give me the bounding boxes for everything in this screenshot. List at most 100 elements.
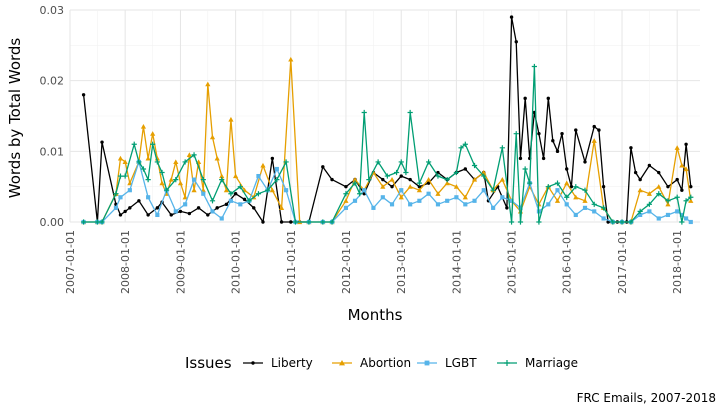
data-point [462,141,468,147]
data-point [514,40,518,44]
data-point [344,184,348,189]
data-point [454,195,459,200]
data-point [233,192,238,196]
x-tick-label: 2015-01-01 [506,230,519,294]
data-point [536,219,542,225]
series-line [83,65,692,223]
data-point [481,173,487,179]
data-point [182,194,188,200]
data-point [270,156,275,161]
data-point [518,156,523,161]
data-point [393,169,400,176]
data-point [426,191,431,196]
data-point [656,184,662,189]
data-point [279,220,284,224]
data-point [509,198,514,203]
data-point [592,124,596,129]
data-point [472,198,477,203]
data-point [292,219,299,225]
data-point [206,213,210,217]
data-point [445,198,450,203]
data-point [187,211,192,216]
data-point [647,163,652,168]
data-point [628,219,634,225]
data-point [122,159,128,165]
data-point [638,177,642,182]
data-point [619,219,625,225]
data-point [375,159,381,165]
data-point [679,162,685,168]
data-point [127,188,132,193]
data-point [256,173,261,179]
data-point [679,212,684,218]
data-point [200,177,206,183]
data-point [684,142,688,146]
legend: Issues Liberty Abortion LGBT Marriage [185,354,578,372]
data-point [646,201,652,207]
data-point [381,177,385,182]
legend-item-abortion: Abortion [332,356,411,370]
data-point [517,219,524,225]
data-point [435,173,441,179]
data-point [504,360,510,366]
y-tick-label: 0.00 [40,216,65,229]
data-point [679,219,685,225]
data-point [582,205,588,210]
data-point [173,159,179,165]
data-point [546,96,550,101]
data-point [140,166,147,172]
data-point [191,187,197,193]
data-point [541,156,546,161]
data-point [117,155,124,161]
data-point [260,162,266,168]
data-point [674,145,680,150]
data-point [554,180,561,186]
series-abortion [81,56,694,225]
data-point [531,63,537,70]
data-point [426,181,431,185]
data-point [569,184,574,189]
x-tick-label: 2013-01-01 [395,230,408,294]
data-point [330,177,334,182]
data-point [500,195,505,200]
x-tick-label: 2011-01-01 [285,230,298,294]
data-point [490,187,496,193]
x-tick-label: 2010-01-01 [230,230,243,294]
data-point [629,146,633,150]
series-line [82,16,692,223]
data-point [94,219,100,225]
data-point [117,173,124,179]
data-point [647,209,652,214]
data-point [481,188,486,193]
data-point [159,169,165,176]
data-point [252,206,256,210]
data-point [352,177,358,182]
data-point [343,198,349,203]
data-point [582,198,588,203]
data-point [444,180,450,186]
x-tick-label: 2012-01-01 [340,230,353,294]
data-point [527,180,533,186]
data-point [384,173,390,179]
data-point [246,198,252,204]
data-point [399,174,403,178]
data-point [689,184,693,189]
data-point [458,145,464,151]
data-point [352,198,358,203]
data-point [389,177,395,182]
data-point [219,216,224,221]
data-point [463,167,468,171]
data-point [554,198,561,203]
data-point [390,184,394,189]
data-point [118,195,123,200]
data-point [81,219,87,225]
data-point [523,96,527,101]
data-point [177,180,184,186]
x-tick-label: 2018-01-01 [671,230,684,294]
x-axis: 2007-01-01 2008-01-01 2009-01-01 2010-01-01… [64,230,684,294]
data-point [656,216,661,221]
data-point [638,212,643,218]
data-point [425,177,432,182]
data-point [163,187,170,193]
data-point [361,109,367,116]
